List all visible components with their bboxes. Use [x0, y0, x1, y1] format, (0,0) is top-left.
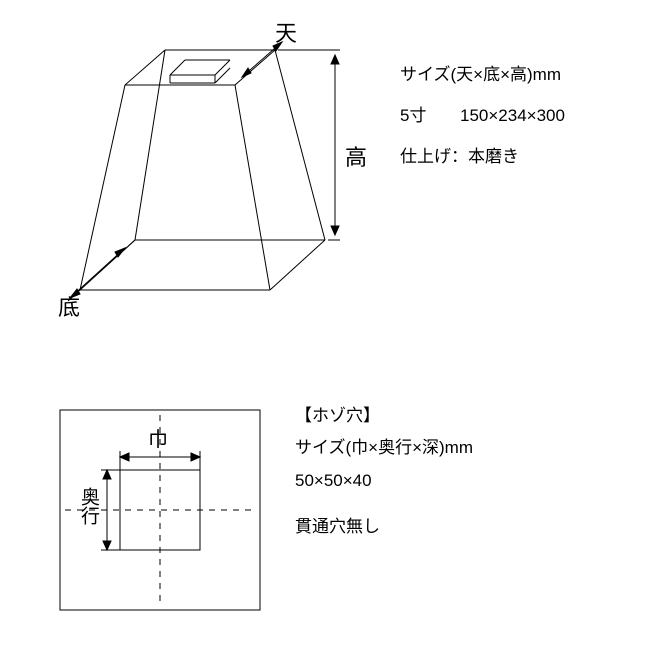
size-row: 5寸150×234×300: [400, 96, 660, 137]
label-width: 巾: [148, 423, 168, 452]
size-dims: 150×234×300: [460, 106, 565, 125]
mortise-dims: 50×50×40: [295, 465, 615, 497]
label-top: 天: [275, 16, 297, 48]
label-height: 高: [345, 140, 367, 172]
mortise-size-header: サイズ(巾×奥行×深)mm: [295, 432, 615, 464]
mortise-title: 【ホゾ穴】: [295, 400, 615, 432]
top-diagram: 天 高 底: [20, 10, 370, 320]
label-bottom: 底: [58, 290, 80, 322]
label-depth: 奥行: [75, 487, 102, 525]
size-header: サイズ(天×底×高)mm: [400, 55, 660, 96]
bottom-diagram: 巾 奥行: [45, 395, 285, 625]
finish: 仕上げ：本磨き: [400, 137, 660, 178]
bottom-spec-text: 【ホゾ穴】 サイズ(巾×奥行×深)mm 50×50×40 貫通穴無し: [295, 400, 615, 543]
size-sun: 5寸: [400, 96, 460, 137]
through-hole-note: 貫通穴無し: [295, 511, 615, 543]
top-spec-text: サイズ(天×底×高)mm 5寸150×234×300 仕上げ：本磨き: [400, 55, 660, 177]
